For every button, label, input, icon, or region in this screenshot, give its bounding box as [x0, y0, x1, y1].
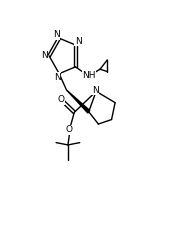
Text: N: N [75, 37, 82, 46]
Text: O: O [66, 125, 73, 134]
Text: N: N [92, 86, 99, 95]
Text: N: N [53, 30, 60, 39]
Polygon shape [66, 90, 90, 113]
Text: NH: NH [82, 71, 96, 79]
Text: N: N [41, 51, 48, 60]
Text: N: N [54, 73, 60, 82]
Text: O: O [58, 96, 65, 104]
